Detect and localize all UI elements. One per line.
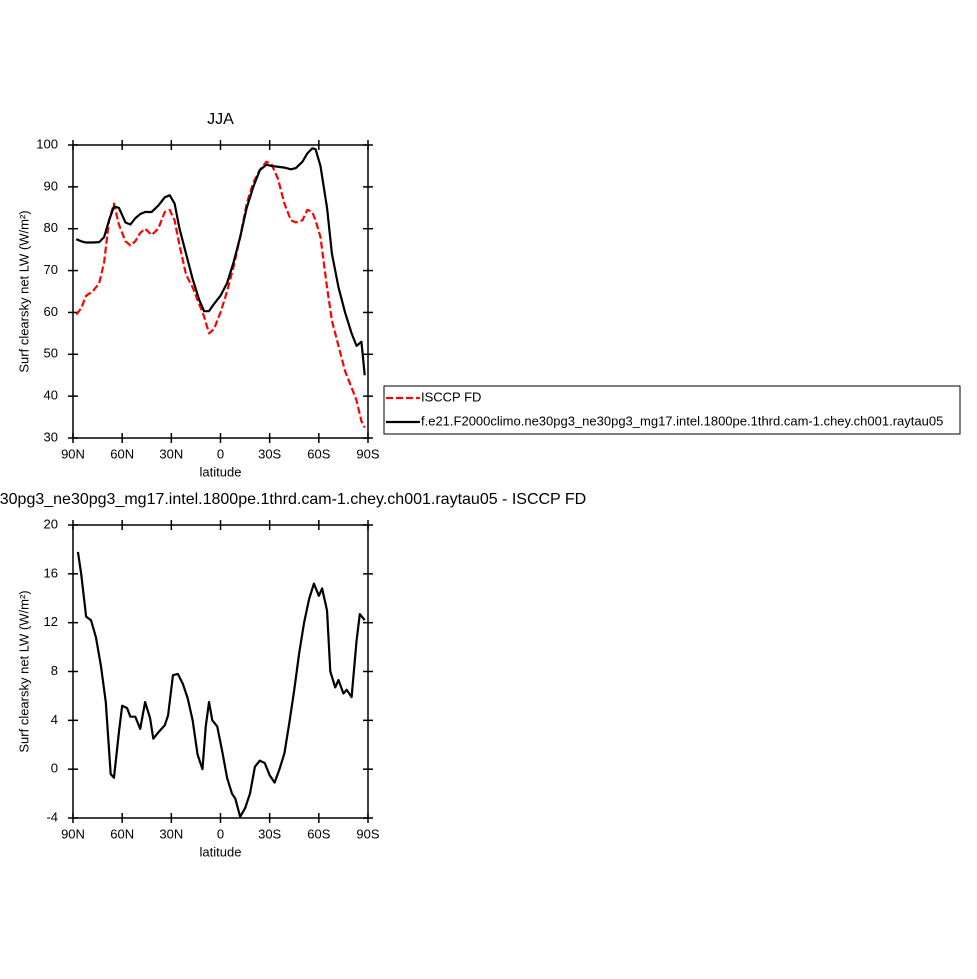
x-tick-label: 30S [258,826,281,841]
y-tick-label: 16 [44,565,58,580]
y-tick-label: 20 [44,516,58,531]
data-line [76,551,366,818]
x-axis-label: latitude [200,844,242,859]
y-axis-label: Surf clearsky net LW (W/m²) [16,590,31,752]
y-tick-label: 70 [44,262,58,277]
chart-title: f.e21.F2000climo.ne30pg3_ne30pg3_mg17.in… [0,491,586,508]
legend-box [383,385,961,435]
y-tick-label: 50 [44,346,58,361]
y-tick-label: -4 [46,809,58,824]
legend-label: ISCCP FD [421,389,481,404]
x-tick-label: 30N [159,826,183,841]
x-tick-label: 60S [307,446,330,461]
y-tick-label: 90 [44,178,58,193]
chart-title: JJA [207,111,234,128]
x-tick-label: 0 [217,446,224,461]
x-tick-label: 90S [356,446,379,461]
y-tick-label: 80 [44,220,58,235]
y-tick-label: 0 [51,761,58,776]
x-tick-label: 90N [61,446,85,461]
x-tick-label: 60S [307,826,330,841]
y-tick-label: 40 [44,388,58,403]
plot-frame [72,144,369,439]
x-tick-label: 90S [356,826,379,841]
data-line [75,147,366,376]
data-line [75,160,366,429]
y-axis-label: Surf clearsky net LW (W/m²) [16,210,31,372]
y-tick-label: 4 [51,712,58,727]
x-axis-label: latitude [200,464,242,479]
y-tick-label: 12 [44,614,58,629]
plot-frame [72,524,369,819]
x-tick-label: 90N [61,826,85,841]
legend-label: f.e21.F2000climo.ne30pg3_ne30pg3_mg17.in… [421,413,943,428]
x-tick-label: 30N [159,446,183,461]
y-tick-label: 8 [51,663,58,678]
x-tick-label: 30S [258,446,281,461]
y-tick-label: 60 [44,304,58,319]
y-tick-label: 100 [36,136,58,151]
x-tick-label: 60N [110,826,134,841]
x-tick-label: 60N [110,446,134,461]
y-tick-label: 30 [44,429,58,444]
x-tick-label: 0 [217,826,224,841]
